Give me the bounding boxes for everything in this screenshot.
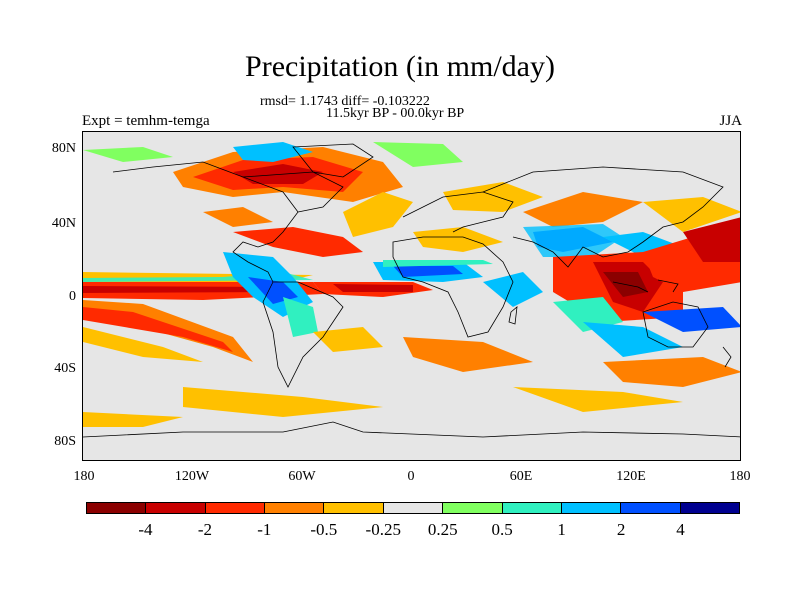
x-label-180e: 180	[729, 469, 751, 484]
colorbar-label: 1	[557, 520, 566, 539]
y-label-40n: 40N	[51, 216, 76, 231]
colorbar-label: 2	[616, 520, 626, 539]
colorbar-label: -1	[257, 520, 272, 539]
colorbar-swatch	[265, 503, 325, 513]
colorbar-swatch	[680, 503, 739, 513]
colorbar-label: 0.25	[427, 520, 458, 539]
colorbar-swatch	[146, 503, 206, 513]
period-text: 11.5kyr BP - 00.0kyr BP	[326, 106, 465, 121]
colorbar-swatch	[205, 503, 266, 513]
colorbar-swatch	[324, 503, 384, 513]
stats-text: rmsd= 1.1743 diff= -0.103222	[260, 94, 430, 109]
colorbar-swatch	[383, 503, 444, 513]
colorbar-swatch	[443, 503, 503, 513]
x-label-120e: 120E	[616, 469, 646, 484]
colorbar-label: 4	[676, 520, 685, 539]
colorbar-swatch	[502, 503, 562, 513]
experiment-label: Expt = temhm-temga	[82, 113, 210, 129]
anomaly-fields	[83, 142, 740, 427]
coastlines	[83, 143, 740, 438]
colorbar-label: -0.25	[365, 520, 401, 539]
x-label-120w: 120W	[174, 469, 210, 484]
x-label-60e: 60E	[509, 469, 533, 484]
precipitation-map	[82, 131, 741, 461]
colorbar-label: 0.5	[491, 520, 513, 539]
colorbar-swatch	[561, 503, 622, 513]
colorbar	[86, 502, 740, 514]
colorbar-label: -4	[138, 520, 153, 539]
map-canvas	[83, 142, 740, 438]
colorbar-swatch	[621, 503, 681, 513]
chart-title: Precipitation (in mm/day)	[245, 50, 555, 83]
y-label-80s: 80S	[54, 434, 76, 449]
colorbar-swatch	[87, 503, 147, 513]
y-label-40s: 40S	[54, 361, 76, 376]
y-label-80n: 80N	[51, 141, 76, 156]
x-label-60w: 60W	[288, 469, 316, 484]
colorbar-label: -0.5	[310, 520, 338, 539]
colorbar-label: -2	[197, 520, 212, 539]
y-label-0: 0	[69, 289, 76, 304]
x-label-180w: 180	[73, 469, 95, 484]
season-label: JJA	[719, 113, 742, 129]
x-label-0: 0	[407, 469, 415, 484]
